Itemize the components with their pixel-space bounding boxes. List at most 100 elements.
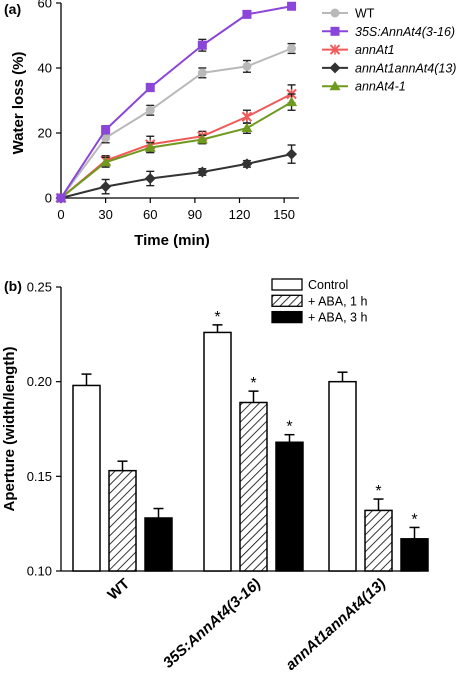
y-tick-label-0.20: 0.20: [27, 374, 52, 389]
data-point-wt-4: [242, 61, 252, 71]
panel-b: (b) 0.100.150.200.25WT***35S:AnnAt4(3-16…: [1, 278, 429, 674]
bar-35s-annat4-3-16-aba-1-h: [239, 401, 268, 572]
data-point-annat4-1-1: [100, 156, 112, 167]
legend-entry-35s-annat4-3-16: 35S:AnnAt4(3-16): [322, 25, 455, 39]
legend-marker-wt: [330, 8, 340, 18]
data-point-35s-annat4-3-16-0: [56, 193, 66, 203]
series-line-35s-annat4-3-16: [60, 5, 292, 199]
bar-wt-aba-1-h: [108, 469, 137, 572]
series-line-annat1: [60, 93, 293, 199]
data-point-wt-2: [145, 105, 155, 115]
legend-entry-annat1: annAt1: [322, 43, 395, 57]
legend-label-wt: WT: [355, 7, 375, 21]
data-point-annat1annat4-13-5: [286, 148, 298, 160]
significance-asterisk: *: [214, 309, 220, 326]
significance-asterisk: *: [375, 483, 381, 500]
data-point-annat1-4: [241, 111, 253, 122]
legend-marker-annat1annat4-13: [329, 62, 341, 74]
panel-a: (a) 0 20 40 60 0 30 60 90 120 150 Time (min) Wate…: [4, 0, 456, 249]
legend-marker-annat1: [329, 44, 341, 55]
legend-label-annat1: annAt1: [355, 43, 395, 57]
data-point-wt-5: [287, 44, 297, 53]
y-tick-label-0.15: 0.15: [27, 469, 52, 484]
y-tick-label-0.10: 0.10: [27, 564, 52, 579]
legend-marker-35s-annat4-3-16: [330, 26, 340, 36]
legend-entry-aba-1-h: + ABA, 1 h: [271, 294, 367, 308]
panel-a-x-axis-label: Time (min): [134, 232, 210, 249]
category-label-35s-annat4-3-16: 35S:AnnAt4(3-16): [160, 575, 264, 671]
bar-wt-control: [72, 384, 101, 572]
bar-annat1annat4-13-aba-3-h: [400, 538, 429, 572]
legend-label-control: Control: [308, 278, 348, 292]
y-tick-label-0: 0: [45, 191, 52, 206]
legend-label-35s-annat4-3-16: 35S:AnnAt4(3-16): [355, 25, 455, 39]
data-point-35s-annat4-3-16-5: [287, 1, 297, 11]
x-tick-label-0: 0: [57, 207, 64, 222]
data-point-annat1annat4-13-1: [100, 181, 112, 193]
legend-swatch-control: [271, 278, 303, 291]
series-annat4-1: [55, 93, 298, 202]
panel-a-label: (a): [4, 1, 21, 17]
legend-label-annat1annat4-13: annAt1annAt4(13): [355, 61, 456, 75]
data-point-annat4-1-2: [144, 142, 156, 152]
legend-entry-annat4-1: annAt4-1: [322, 80, 406, 94]
legend-entry-aba-3-h: + ABA, 3 h: [271, 310, 367, 325]
bar-group-wt: [72, 373, 173, 572]
series-line-annat1annat4-13: [60, 153, 292, 199]
y-tick-label-40: 40: [38, 61, 52, 76]
legend-swatch-aba-1-h: [271, 294, 303, 307]
bar-group-35s-annat4-3-16: * * *: [203, 309, 304, 572]
significance-asterisk: *: [250, 375, 256, 392]
legend-entry-control: Control: [271, 278, 348, 292]
legend-label-aba-3-h: + ABA, 3 h: [308, 311, 367, 325]
data-point-annat4-1-5: [286, 96, 298, 107]
panel-b-plot: 0.100.150.200.25WT***35S:AnnAt4(3-16)**a…: [27, 280, 429, 674]
legend-swatch-aba-3-h: [271, 310, 303, 324]
x-tick-label-60: 60: [143, 207, 157, 222]
data-point-annat1annat4-13-4: [241, 158, 253, 170]
category-label-wt: WT: [104, 575, 133, 603]
panel-a-plot: 0 20 40 60 0 30 60 90 120 150: [38, 0, 299, 222]
x-tick-label-90: 90: [188, 207, 202, 222]
panel-a-legend: WT 35S:AnnAt4(3-16) annAt1 annAt1annAt4(13)…: [322, 7, 456, 94]
bar-annat1annat4-13-control: [328, 380, 357, 572]
x-tick-label-150: 150: [273, 207, 295, 222]
significance-asterisk: *: [286, 419, 292, 436]
data-point-35s-annat4-3-16-1: [101, 125, 111, 135]
series-line-wt: [60, 47, 292, 199]
data-point-wt-3: [197, 68, 207, 78]
series-annat1annat4-13: [55, 144, 298, 204]
legend-label-aba-1-h: + ABA, 1 h: [308, 294, 367, 308]
series-35s-annat4-3-16: [56, 1, 297, 203]
category-label-annat1annat4-13: annAt1annAt4(13): [282, 575, 389, 674]
data-point-annat4-1-3: [196, 134, 208, 144]
legend-entry-annat1annat4-13: annAt1annAt4(13): [322, 61, 456, 75]
y-tick-label-0.25: 0.25: [27, 280, 52, 295]
bar-wt-aba-3-h: [144, 517, 173, 572]
data-point-annat1annat4-13-2: [144, 173, 156, 184]
y-tick-label-60: 60: [38, 0, 52, 11]
significance-asterisk: *: [411, 511, 417, 528]
bar-35s-annat4-3-16-aba-3-h: [275, 441, 304, 572]
bar-35s-annat4-3-16-control: [203, 331, 232, 572]
data-point-wt-1: [101, 133, 111, 143]
panel-b-legend: Control + ABA, 1 h + ABA, 3 h: [271, 278, 367, 325]
data-point-35s-annat4-3-16-4: [242, 9, 252, 19]
panel-b-y-axis-label: Aperture (width/length): [1, 347, 18, 512]
x-tick-label-30: 30: [98, 207, 112, 222]
y-tick-label-20: 20: [38, 126, 52, 141]
legend-marker-annat4-1: [329, 80, 341, 91]
bar-annat1annat4-13-aba-1-h: [364, 509, 393, 572]
series-line-annat4-1: [60, 101, 293, 199]
bar-group-annat1annat4-13: **: [328, 371, 429, 572]
legend-entry-wt: WT: [322, 7, 375, 21]
legend-label-annat4-1: annAt4-1: [355, 80, 406, 94]
panel-a-y-axis-label: Water loss (%): [10, 52, 27, 155]
data-point-35s-annat4-3-16-2: [145, 83, 155, 92]
x-tick-label-120: 120: [229, 207, 251, 222]
data-point-annat4-1-4: [241, 122, 253, 133]
data-point-35s-annat4-3-16-3: [197, 40, 207, 50]
panel-b-label: (b): [4, 278, 22, 294]
data-point-annat1annat4-13-3: [196, 166, 208, 178]
